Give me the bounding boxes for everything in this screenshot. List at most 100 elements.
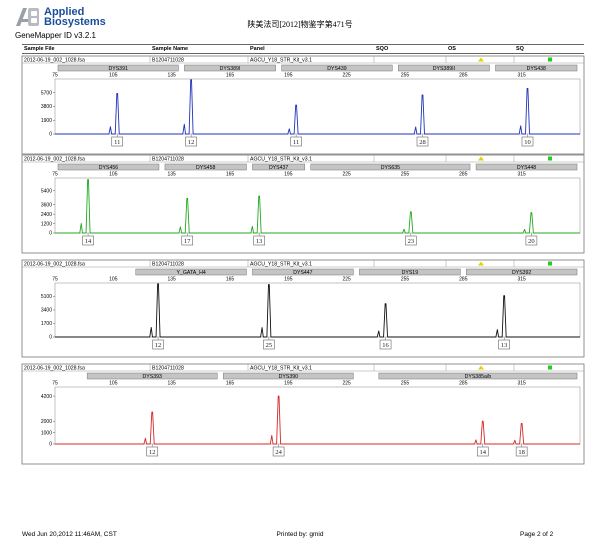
marker-label: DYS438 <box>527 66 546 72</box>
x-tick-label: 75 <box>52 73 58 79</box>
allele-call-box <box>111 136 124 147</box>
allele-call-box <box>152 339 164 350</box>
allele-call-box <box>379 339 392 350</box>
panel-frame <box>21 154 585 254</box>
marker-label: DYS390 <box>279 374 298 380</box>
x-tick-label: 315 <box>517 381 526 387</box>
marker-bin <box>495 64 578 72</box>
allele-call-box <box>263 339 275 350</box>
allele-call-box <box>253 235 265 246</box>
plot-area <box>54 282 581 338</box>
column-header-sq: SQ <box>516 46 524 52</box>
marker-label: DYS393 <box>143 374 162 380</box>
allele-call-box <box>82 235 94 246</box>
x-tick-label: 225 <box>342 381 351 387</box>
allele-call-box <box>498 339 510 350</box>
y-tick-label: 3400 <box>41 308 52 314</box>
y-tick-label: 1900 <box>41 118 52 124</box>
x-tick-label: 225 <box>342 73 351 79</box>
marker-label: Y_GATA_H4 <box>177 270 206 276</box>
x-tick-label: 75 <box>52 277 58 283</box>
x-tick-label: 135 <box>167 277 176 283</box>
marker-bin <box>164 163 247 171</box>
column-header-top-rule <box>22 44 584 45</box>
allele-call-label: 18 <box>518 449 525 456</box>
sample-name-value: B1204711028 <box>152 366 184 372</box>
x-tick-label: 285 <box>459 73 468 79</box>
allele-call-box <box>515 446 528 457</box>
marker-bin <box>252 163 306 171</box>
allele-call-label: 24 <box>275 449 282 456</box>
plot-area <box>54 386 581 445</box>
sqo-flag-icon <box>478 57 484 62</box>
x-tick-label: 195 <box>284 381 293 387</box>
x-tick-label: 75 <box>52 381 58 387</box>
plot-area <box>54 78 581 135</box>
marker-bin <box>184 64 276 72</box>
allele-call-box <box>185 136 197 147</box>
x-tick-label: 285 <box>459 172 468 178</box>
x-tick-label: 75 <box>52 172 58 178</box>
panel-2: 2012-06-19_002_1028.fsa B1204711028 AGCU_Y… <box>21 154 585 254</box>
y-tick-label: 5100 <box>41 294 52 300</box>
y-tick-label: 2400 <box>41 212 52 218</box>
allele-call-label: 12 <box>155 342 162 349</box>
allele-call-box <box>181 235 194 246</box>
allele-call-label: 14 <box>85 238 92 245</box>
column-header-os: OS <box>448 46 456 52</box>
sq-flag-icon <box>548 57 552 62</box>
x-tick-label: 315 <box>517 73 526 79</box>
x-tick-label: 165 <box>226 73 235 79</box>
allele-call-box <box>405 235 417 246</box>
marker-bin <box>310 163 471 171</box>
panel-value: AGCU_Y18_STR_Kit_v3.1 <box>250 366 312 372</box>
sample-name-value: B1204711028 <box>152 262 184 268</box>
x-tick-label: 255 <box>401 172 410 178</box>
sqo-flag-icon <box>478 156 484 161</box>
y-tick-label: 1000 <box>41 430 52 436</box>
x-tick-label: 285 <box>459 277 468 283</box>
allele-call-label: 25 <box>266 342 273 349</box>
marker-bin <box>378 372 578 380</box>
trace-line <box>55 283 580 338</box>
marker-label: DYS458 <box>196 165 215 171</box>
marker-bin <box>135 268 247 276</box>
panel-value: AGCU_Y18_STR_Kit_v3.1 <box>250 157 312 163</box>
marker-bin <box>57 163 160 171</box>
x-tick-label: 255 <box>401 73 410 79</box>
column-header-panel: Panel <box>250 46 265 52</box>
marker-label: DYS448 <box>517 165 536 171</box>
trace-line <box>55 79 580 135</box>
allele-call-label: 11 <box>293 139 299 146</box>
x-tick-label: 105 <box>109 277 118 283</box>
x-tick-label: 105 <box>109 73 118 79</box>
document-title: 陕美法司[2012]物鉴字第471号 <box>247 20 353 29</box>
x-tick-label: 105 <box>109 381 118 387</box>
column-header-bottom-rule <box>22 53 584 54</box>
sq-flag-icon <box>548 365 552 370</box>
marker-bin <box>223 372 354 380</box>
x-tick-label: 105 <box>109 172 118 178</box>
x-tick-label: 165 <box>226 277 235 283</box>
x-tick-label: 315 <box>517 172 526 178</box>
allele-call-label: 23 <box>408 238 415 245</box>
allele-call-label: 10 <box>524 139 531 146</box>
x-tick-label: 225 <box>342 172 351 178</box>
allele-call-box <box>290 136 302 147</box>
allele-call-label: 28 <box>419 139 426 146</box>
marker-bin <box>281 64 393 72</box>
marker-bin <box>57 64 179 72</box>
column-header-sqo: SQO <box>376 46 389 52</box>
allele-call-box <box>476 446 489 457</box>
product-version: GeneMapper ID v3.2.1 <box>15 31 96 40</box>
panel-value: AGCU_Y18_STR_Kit_v3.1 <box>250 58 312 64</box>
trace-line <box>55 179 580 234</box>
allele-call-label: 13 <box>501 342 508 349</box>
y-tick-label: 3600 <box>41 202 52 208</box>
sample-file-value: 2012-06-19_002_1028.fsa <box>24 58 85 64</box>
y-tick-label: 1200 <box>41 221 52 227</box>
panel-value: AGCU_Y18_STR_Kit_v3.1 <box>250 262 312 268</box>
sample-file-value: 2012-06-19_002_1028.fsa <box>24 157 85 163</box>
panel-4: 2012-06-19_002_1028.fsa B1204711028 AGCU_Y… <box>21 363 585 465</box>
marker-bin <box>252 268 354 276</box>
